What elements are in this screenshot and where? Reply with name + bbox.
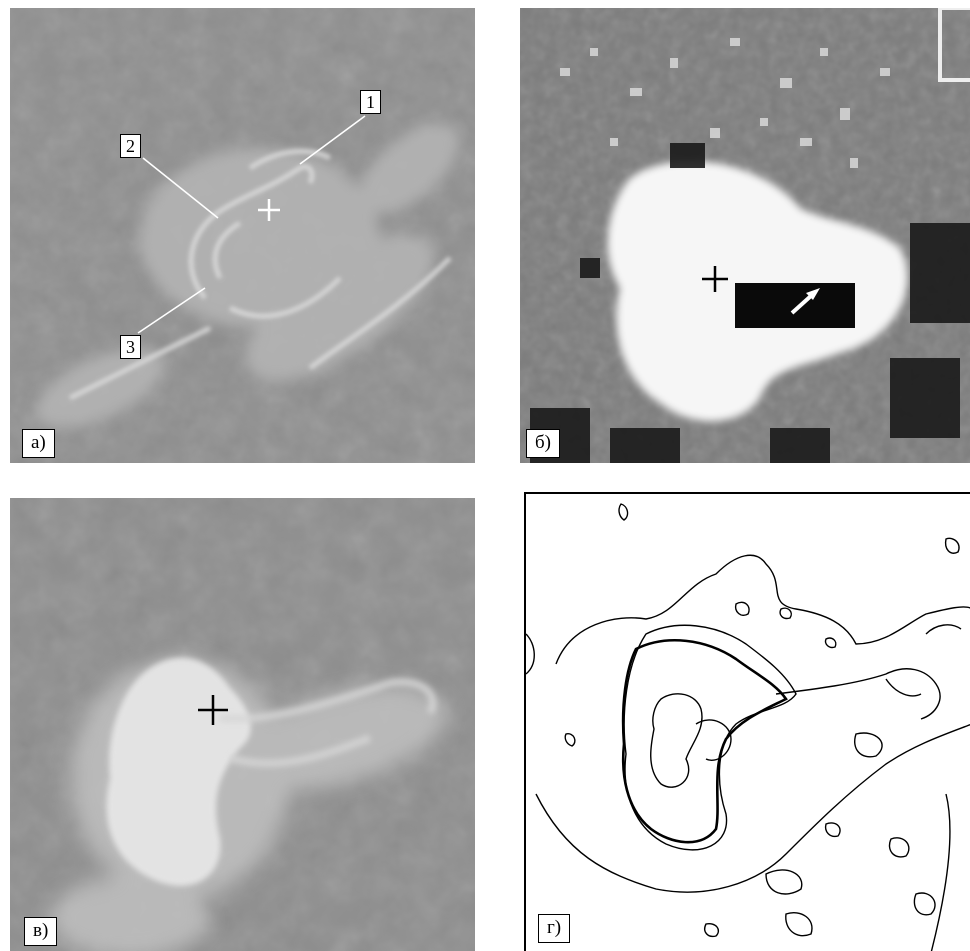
panel-a: 1 2 3 а): [10, 8, 475, 463]
arrow-marker-b: [790, 288, 820, 315]
marker-label-3: 3: [120, 335, 141, 359]
panel-d-contours: [526, 503, 970, 951]
pointer-lines-a: [137, 115, 366, 334]
panel-c-image: [10, 498, 475, 951]
cross-marker-c: [198, 695, 228, 725]
panel-d: г): [524, 492, 970, 951]
panel-b: б): [520, 8, 970, 463]
panel-c: в): [10, 498, 475, 951]
panel-label-b: б): [526, 429, 560, 458]
panel-a-image: [10, 8, 475, 463]
marker-label-1: 1: [360, 90, 381, 114]
marker-label-2: 2: [120, 134, 141, 158]
panel-b-image: [520, 8, 970, 463]
panel-label-d: г): [538, 914, 571, 943]
panel-label-a: а): [22, 429, 55, 458]
cross-marker-a: [258, 199, 280, 221]
panel-label-c: в): [24, 917, 58, 946]
cross-marker-b: [702, 266, 728, 292]
